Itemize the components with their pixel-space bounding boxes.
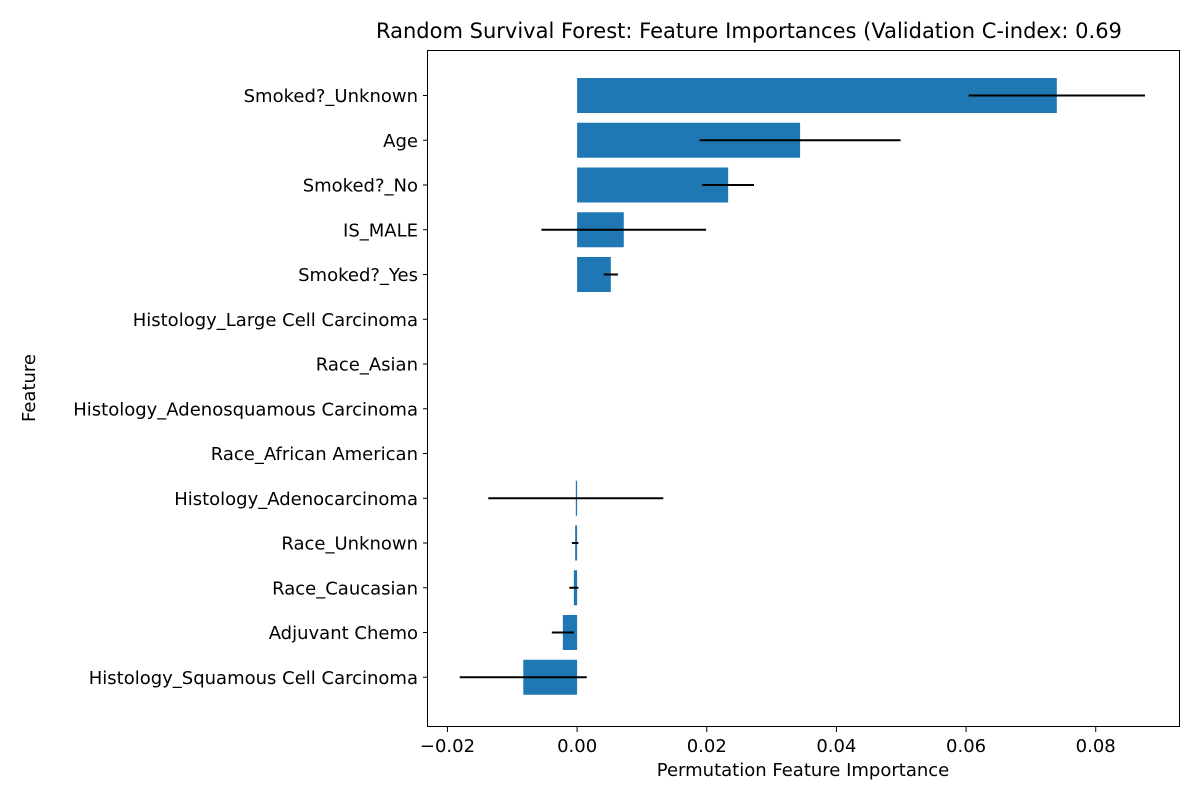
x-tick-label: 0.06 [946, 736, 986, 757]
y-tick-label: Race_Asian [316, 355, 418, 376]
y-tick-label: Histology_Adenosquamous Carcinoma [73, 399, 418, 420]
y-tick-label: Smoked?_Unknown [244, 86, 418, 107]
y-tick-label: Histology_Adenocarcinoma [174, 489, 418, 510]
chart-title: Random Survival Forest: Feature Importan… [376, 19, 1122, 43]
y-tick-label: Histology_Squamous Cell Carcinoma [89, 668, 418, 689]
y-tick-label: Adjuvant Chemo [269, 623, 418, 644]
x-ticks: −0.02 0.00 0.02 0.04 0.06 0.08 [420, 727, 1116, 757]
x-axis-label: Permutation Feature Importance [657, 760, 950, 781]
y-tick-label: Race_Caucasian [272, 578, 418, 599]
error-bars-layer [459, 94, 1145, 679]
bars-layer [523, 78, 1057, 695]
x-tick-label: 0.02 [687, 736, 727, 757]
y-ticks: Smoked?_Unknown Age Smoked?_No IS_MALE Smoke… [73, 86, 428, 689]
y-tick-label: Histology_Large Cell Carcinoma [133, 310, 418, 331]
plot-frame [427, 50, 1180, 727]
y-tick-label: Smoked?_Yes [298, 265, 418, 286]
y-axis-label: Feature [19, 354, 40, 422]
y-tick-label: Age [383, 131, 418, 152]
y-tick-label: Smoked?_No [303, 176, 418, 197]
y-tick-label: IS_MALE [343, 220, 418, 241]
x-tick-label: 0.00 [557, 736, 597, 757]
x-tick-label: 0.04 [816, 736, 856, 757]
y-tick-label: Race_African American [211, 444, 418, 465]
x-tick-label: −0.02 [420, 736, 475, 757]
y-tick-label: Race_Unknown [281, 534, 418, 555]
x-tick-label: 0.08 [1076, 736, 1116, 757]
